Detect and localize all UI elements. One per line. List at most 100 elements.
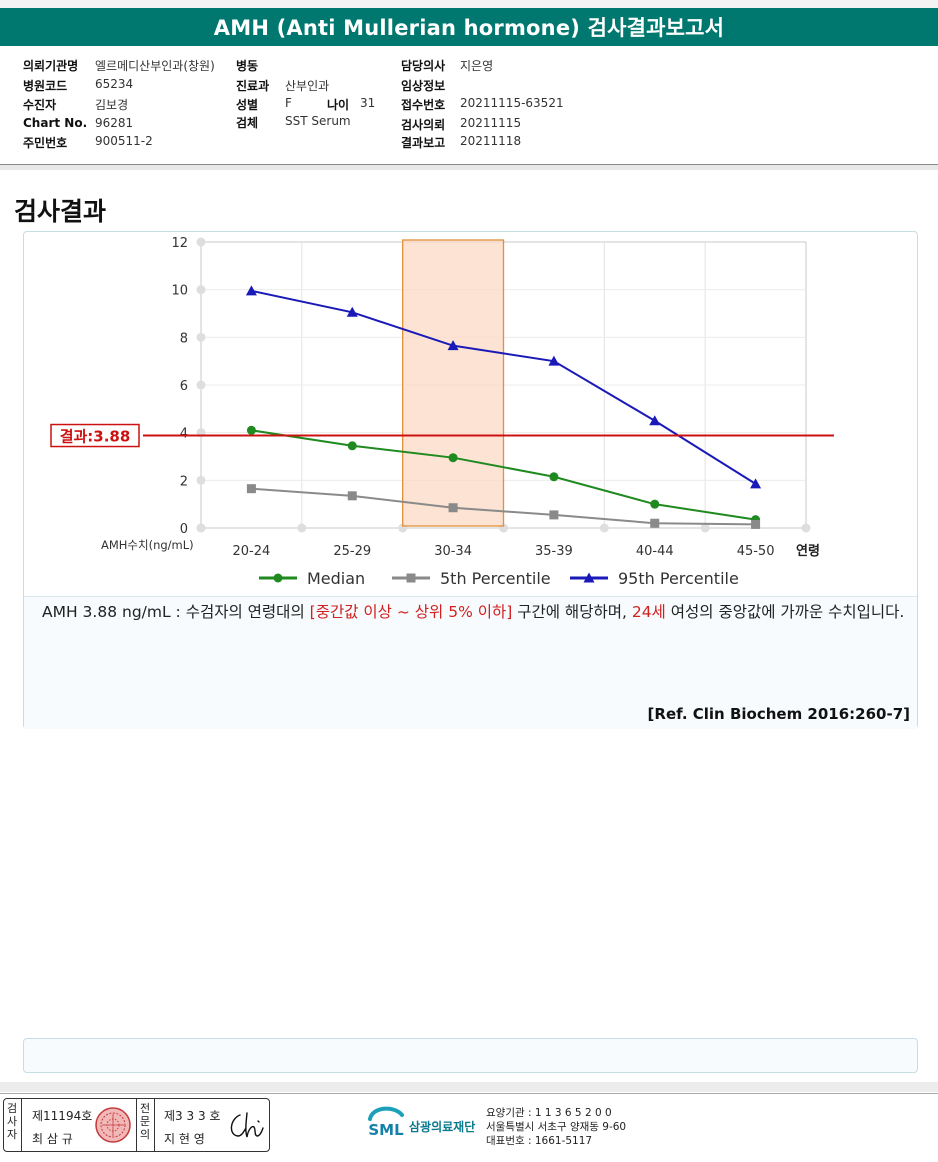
data-point-95th <box>750 478 762 489</box>
address: 서울특별시 서초구 양재동 9-60 <box>486 1121 627 1133</box>
x-axis-dot <box>297 523 307 533</box>
data-point-5th <box>246 484 256 494</box>
series-line-1 <box>251 487 756 526</box>
y-axis-dot <box>196 380 206 390</box>
x-tick-label: 40-44 <box>636 544 674 559</box>
request-date-value: 20211115 <box>460 116 522 130</box>
specimen-label: 검체 <box>236 116 259 130</box>
clinical-info-label: 임상정보 <box>401 79 446 93</box>
desc-part3: 구간에 해당하며, <box>512 603 632 621</box>
desc-part1: AMH 3.88 ng/mL : 수검자의 연령대의 <box>42 603 310 621</box>
data-point-median <box>246 425 256 435</box>
data-point-median <box>448 453 458 463</box>
separator-band <box>0 165 938 170</box>
sex-value: F <box>285 96 292 110</box>
y-axis-label: AMH수치(ng/mL) <box>101 538 194 552</box>
tester-license-no: 제11194호 <box>32 1109 93 1123</box>
data-point-median <box>273 573 283 583</box>
y-tick-label: 0 <box>180 522 188 537</box>
y-tick-label: 12 <box>171 236 188 251</box>
department-value: 산부인과 <box>285 79 330 93</box>
data-point-95th <box>346 306 358 317</box>
request-date-label: 검사의뢰 <box>401 118 446 132</box>
data-point-95th <box>245 285 257 296</box>
examinee-value: 김보경 <box>95 98 129 112</box>
comment-box <box>23 1038 918 1073</box>
y-tick-label: 6 <box>180 379 188 394</box>
data-point-median <box>650 499 660 509</box>
doctor-value: 지은영 <box>460 59 494 73</box>
sig-divider <box>21 1099 22 1151</box>
result-description-area <box>24 596 917 729</box>
data-point-5th <box>406 573 416 583</box>
y-axis-dot <box>196 332 206 342</box>
resident-no-value: 900511-2 <box>95 134 153 148</box>
desc-age-highlight: 24세 <box>631 603 666 621</box>
result-label: 결과:3.88 <box>60 428 131 446</box>
specialist-name: 지 현 영 <box>164 1132 205 1146</box>
phone: 대표번호 : 1661-5117 <box>486 1135 593 1147</box>
x-axis-dot <box>801 523 811 533</box>
data-point-median <box>347 441 357 451</box>
handwritten-signature <box>230 1112 264 1138</box>
x-axis-label: 연령 <box>796 544 820 559</box>
specialist-label: 전문의 <box>139 1102 151 1141</box>
chart-no-label: Chart No. <box>23 116 88 130</box>
top-strip <box>0 0 938 8</box>
data-point-95th <box>447 340 459 351</box>
data-point-5th <box>549 510 559 520</box>
result-date-value: 20211118 <box>460 134 522 148</box>
y-axis-dot <box>196 285 206 295</box>
receipt-no-label: 접수번호 <box>401 98 446 112</box>
data-point-5th <box>650 518 660 528</box>
legend-label-1: 5th Percentile <box>440 569 551 588</box>
y-tick-label: 4 <box>180 427 188 442</box>
organization-info: 요양기관 : 1 1 3 6 5 2 0 0 서울특별시 서초구 양재동 9-6… <box>486 1106 626 1148</box>
tester-name: 최 삼 규 <box>32 1132 73 1146</box>
sig-divider <box>154 1099 155 1151</box>
highlight-band-age-group <box>402 239 505 527</box>
y-tick-label: 8 <box>180 331 188 346</box>
desc-part5: 여성의 중앙값에 가까운 수치입니다. <box>665 603 905 621</box>
svg-text:SML: SML <box>368 1121 404 1139</box>
chart-no-value: 96281 <box>95 116 134 130</box>
section-title: 검사결과 <box>14 197 107 226</box>
specialist-license-no: 제3 3 3 호 <box>164 1109 221 1123</box>
result-date-label: 결과보고 <box>401 136 446 150</box>
sml-logo-icon: SML <box>368 1106 404 1139</box>
tester-label: 검사자 <box>6 1102 18 1141</box>
x-tick-label: 35-39 <box>535 544 573 559</box>
footer-divider <box>0 1093 938 1094</box>
department-label: 진료과 <box>236 79 270 93</box>
receipt-no-value: 20211115-63521 <box>460 96 564 110</box>
data-point-95th <box>649 415 661 426</box>
data-point-95th <box>548 355 560 366</box>
sex-label: 성별 <box>236 98 259 112</box>
y-tick-label: 10 <box>171 284 188 299</box>
x-axis-dot <box>599 523 609 533</box>
sig-divider <box>136 1099 137 1151</box>
x-tick-label: 45-50 <box>737 544 775 559</box>
hospital-code-label: 병원코드 <box>23 79 68 93</box>
reference-citation: [Ref. Clin Biochem 2016:260-7] <box>647 705 910 723</box>
data-point-median <box>549 472 559 482</box>
x-axis-dot <box>196 523 206 533</box>
doctor-label: 담당의사 <box>401 59 446 73</box>
report-title: AMH (Anti Mullerian hormone) 검사결과보고서 <box>0 8 938 46</box>
resident-no-label: 주민번호 <box>23 136 68 150</box>
age-value: 31 <box>360 96 376 110</box>
result-label-box <box>50 423 140 448</box>
legend-label-2: 95th Percentile <box>618 569 739 588</box>
patient-info-panel: 의뢰기관명 엘르메디산부인과(창원) 병원코드 65234 수진자 김보경 Ch… <box>0 48 938 165</box>
tester-seal-icon <box>95 1107 131 1143</box>
ward-label: 병동 <box>236 59 259 73</box>
series-line-0 <box>251 429 756 521</box>
data-point-95th <box>583 572 595 583</box>
amh-chart: 0 2 4 6 8 10 12 20-24 25-29 30-34 35-39 40-44 45-50 연… <box>50 236 834 588</box>
examinee-label: 수진자 <box>23 98 57 112</box>
hospital-code-value: 65234 <box>95 77 134 91</box>
x-axis-dot <box>700 523 710 533</box>
institution-code: 요양기관 : 1 1 3 6 5 2 0 0 <box>486 1107 612 1119</box>
data-point-5th <box>347 491 357 501</box>
series-line-2 <box>251 289 757 485</box>
